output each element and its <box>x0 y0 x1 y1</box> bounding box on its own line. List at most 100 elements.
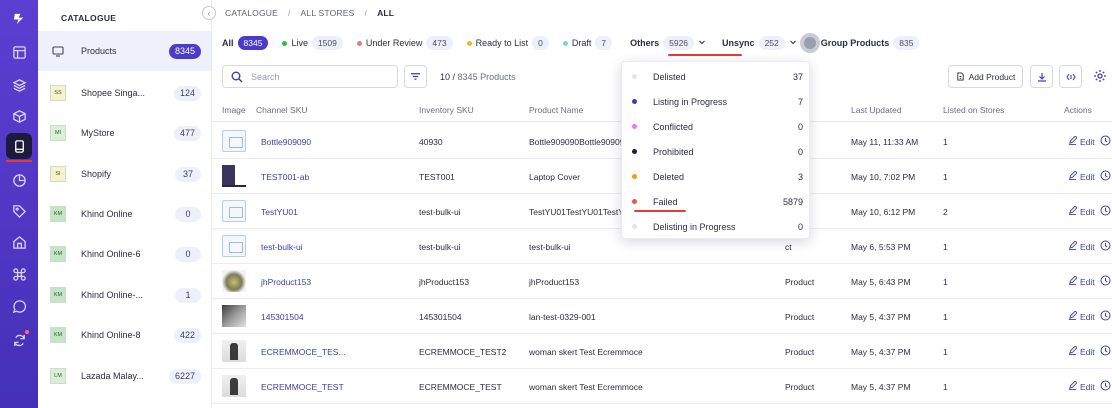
table-row[interactable]: 145301504 145301504 lan-test-0329-001 Produ… <box>212 299 1112 334</box>
product-thumbnail[interactable] <box>222 165 246 187</box>
product-thumbnail[interactable] <box>222 130 246 152</box>
edit-button[interactable]: Edit <box>1068 345 1095 357</box>
history-icon[interactable] <box>1100 310 1111 321</box>
store-item[interactable]: KM Khind Online-8 422 <box>38 315 211 355</box>
breadcrumb-catalogue[interactable]: CATALOGUE <box>225 8 278 18</box>
expand-icon <box>1065 73 1076 80</box>
product-thumbnail[interactable] <box>222 375 246 397</box>
channel-sku-link[interactable]: test-bulk-ui <box>261 242 303 252</box>
channel-sku-link[interactable]: Bottle909090 <box>261 137 312 147</box>
history-icon[interactable] <box>1100 135 1111 146</box>
tab-live[interactable]: Live 1509 <box>282 36 343 50</box>
table-row[interactable]: ECREMMOCE_TEST ECREMMOCE_TEST woman skert … <box>212 369 1112 404</box>
add-product-button[interactable]: Add Product <box>948 65 1023 88</box>
history-icon[interactable] <box>1100 345 1111 356</box>
store-item[interactable]: MI MyStore 477 <box>38 113 211 153</box>
chevron-down-icon[interactable] <box>789 38 797 48</box>
export-button[interactable] <box>1030 65 1053 88</box>
chevron-down-icon[interactable] <box>698 38 706 48</box>
tab-count-badge: 1509 <box>311 36 343 50</box>
tab-under-review[interactable]: Under Review 473 <box>356 36 453 50</box>
store-logo: KM <box>50 287 66 303</box>
product-name: Bottle909090Bottle90909 <box>529 137 625 147</box>
filter-button[interactable] <box>404 65 427 88</box>
menu-item-deleted[interactable]: Deleted 3 <box>622 164 811 189</box>
app-rail <box>0 0 38 408</box>
store-item[interactable]: KM Khind Online-... 1 <box>38 275 211 315</box>
channel-sku-link[interactable]: TEST001-ab <box>261 172 310 182</box>
settings-icon[interactable] <box>1093 69 1107 83</box>
header-inventory-sku[interactable]: Inventory SKU <box>419 105 474 115</box>
edit-button[interactable]: Edit <box>1068 205 1095 217</box>
chat-icon[interactable] <box>9 296 29 316</box>
history-icon[interactable] <box>1100 275 1111 286</box>
product-thumbnail[interactable] <box>222 305 246 327</box>
catalogue-icon[interactable] <box>6 133 32 159</box>
product-thumbnail[interactable] <box>222 235 246 257</box>
tab-group-products[interactable]: Group Products 835 <box>821 36 920 50</box>
menu-item-delisting-in-progress[interactable]: Delisting in Progress 0 <box>622 214 811 239</box>
tag-icon[interactable] <box>9 201 29 221</box>
history-icon[interactable] <box>1100 205 1111 216</box>
edit-button[interactable]: Edit <box>1068 310 1095 322</box>
store-item[interactable]: KM Khind Online 0 <box>38 194 211 234</box>
breadcrumb-all-stores[interactable]: ALL STORES <box>300 8 355 18</box>
header-product-name[interactable]: Product Name <box>529 105 584 115</box>
history-icon[interactable] <box>1100 170 1111 181</box>
edit-button[interactable]: Edit <box>1068 240 1095 252</box>
search-input[interactable] <box>251 71 391 82</box>
product-thumbnail[interactable] <box>222 200 246 222</box>
product-thumbnail[interactable] <box>222 270 246 292</box>
layers-icon[interactable] <box>9 75 29 95</box>
table-row[interactable]: test-bulk-ui test-bulk-ui test-bulk-ui ct Ma… <box>212 229 1112 264</box>
channel-sku-link[interactable]: ECREMMOCE_TES... <box>261 347 346 357</box>
edit-button[interactable]: Edit <box>1068 275 1095 287</box>
last-updated: May 5, 4:37 PM <box>851 312 911 322</box>
store-item[interactable]: Products 8345 <box>38 31 211 71</box>
menu-item-listing-in-progress[interactable]: Listing in Progress 7 <box>622 89 811 114</box>
menu-item-prohibited[interactable]: Prohibited 0 <box>622 139 811 164</box>
menu-item-delisted[interactable]: Delisted 37 <box>622 64 811 89</box>
command-icon[interactable] <box>9 264 29 284</box>
tab-others[interactable]: Others 5926 <box>630 36 706 50</box>
store-item[interactable]: SS Shopee Singa... 124 <box>38 73 211 113</box>
analytics-icon[interactable] <box>9 170 29 190</box>
tab-unsync[interactable]: Unsync 252 <box>722 36 797 50</box>
edit-button[interactable]: Edit <box>1068 380 1095 392</box>
menu-item-conflicted[interactable]: Conflicted 0 <box>622 114 811 139</box>
header-channel-sku[interactable]: Channel SKU <box>256 105 308 115</box>
product-thumbnail[interactable] <box>222 340 246 362</box>
home-icon[interactable] <box>9 232 29 252</box>
edit-button[interactable]: Edit <box>1068 170 1095 182</box>
app-logo-icon[interactable] <box>9 8 29 28</box>
edit-button[interactable]: Edit <box>1068 135 1095 147</box>
tab-ready-to-list[interactable]: Ready to List 0 <box>466 36 549 50</box>
tab-all[interactable]: All 8345 <box>222 36 269 50</box>
store-item[interactable]: KM Khind Online-6 0 <box>38 234 211 274</box>
channel-sku-link[interactable]: ECREMMOCE_TEST <box>261 382 344 392</box>
menu-item-failed[interactable]: Failed 5879 <box>622 189 811 214</box>
last-updated: May 10, 7:02 PM <box>851 172 916 182</box>
header-listed-on-stores[interactable]: Listed on Stores <box>943 105 1005 115</box>
channel-sku-link[interactable]: 145301504 <box>261 312 304 322</box>
history-icon[interactable] <box>1100 240 1111 251</box>
store-item[interactable]: LM Lazada Malay... 6227 <box>38 356 211 396</box>
filter-icon <box>410 73 421 80</box>
channel-sku-link[interactable]: TestYU01 <box>261 207 298 217</box>
history-icon[interactable] <box>1100 380 1111 391</box>
edit-label: Edit <box>1080 241 1095 252</box>
collapse-panel-button[interactable]: ‹ <box>202 6 216 20</box>
store-item[interactable]: SI Shopify 37 <box>38 154 211 194</box>
dashboard-icon[interactable] <box>9 42 29 62</box>
tab-draft[interactable]: Draft 7 <box>562 36 613 50</box>
expand-button[interactable] <box>1059 65 1082 88</box>
header-last-updated[interactable]: Last Updated <box>851 105 902 115</box>
store-count-badge: 6227 <box>168 368 201 384</box>
table-row[interactable]: jhProduct153 jhProduct153 jhProduct153 Prod… <box>212 264 1112 299</box>
sync-icon[interactable] <box>9 330 29 350</box>
channel-sku-link[interactable]: jhProduct153 <box>261 277 312 287</box>
search-box[interactable] <box>222 65 398 88</box>
table-row[interactable]: ECREMMOCE_TES... ECREMMOCE_TEST2 woman ske… <box>212 334 1112 369</box>
product-name: woman skert Test Ecremmoce <box>529 347 643 357</box>
box-icon[interactable] <box>9 106 29 126</box>
